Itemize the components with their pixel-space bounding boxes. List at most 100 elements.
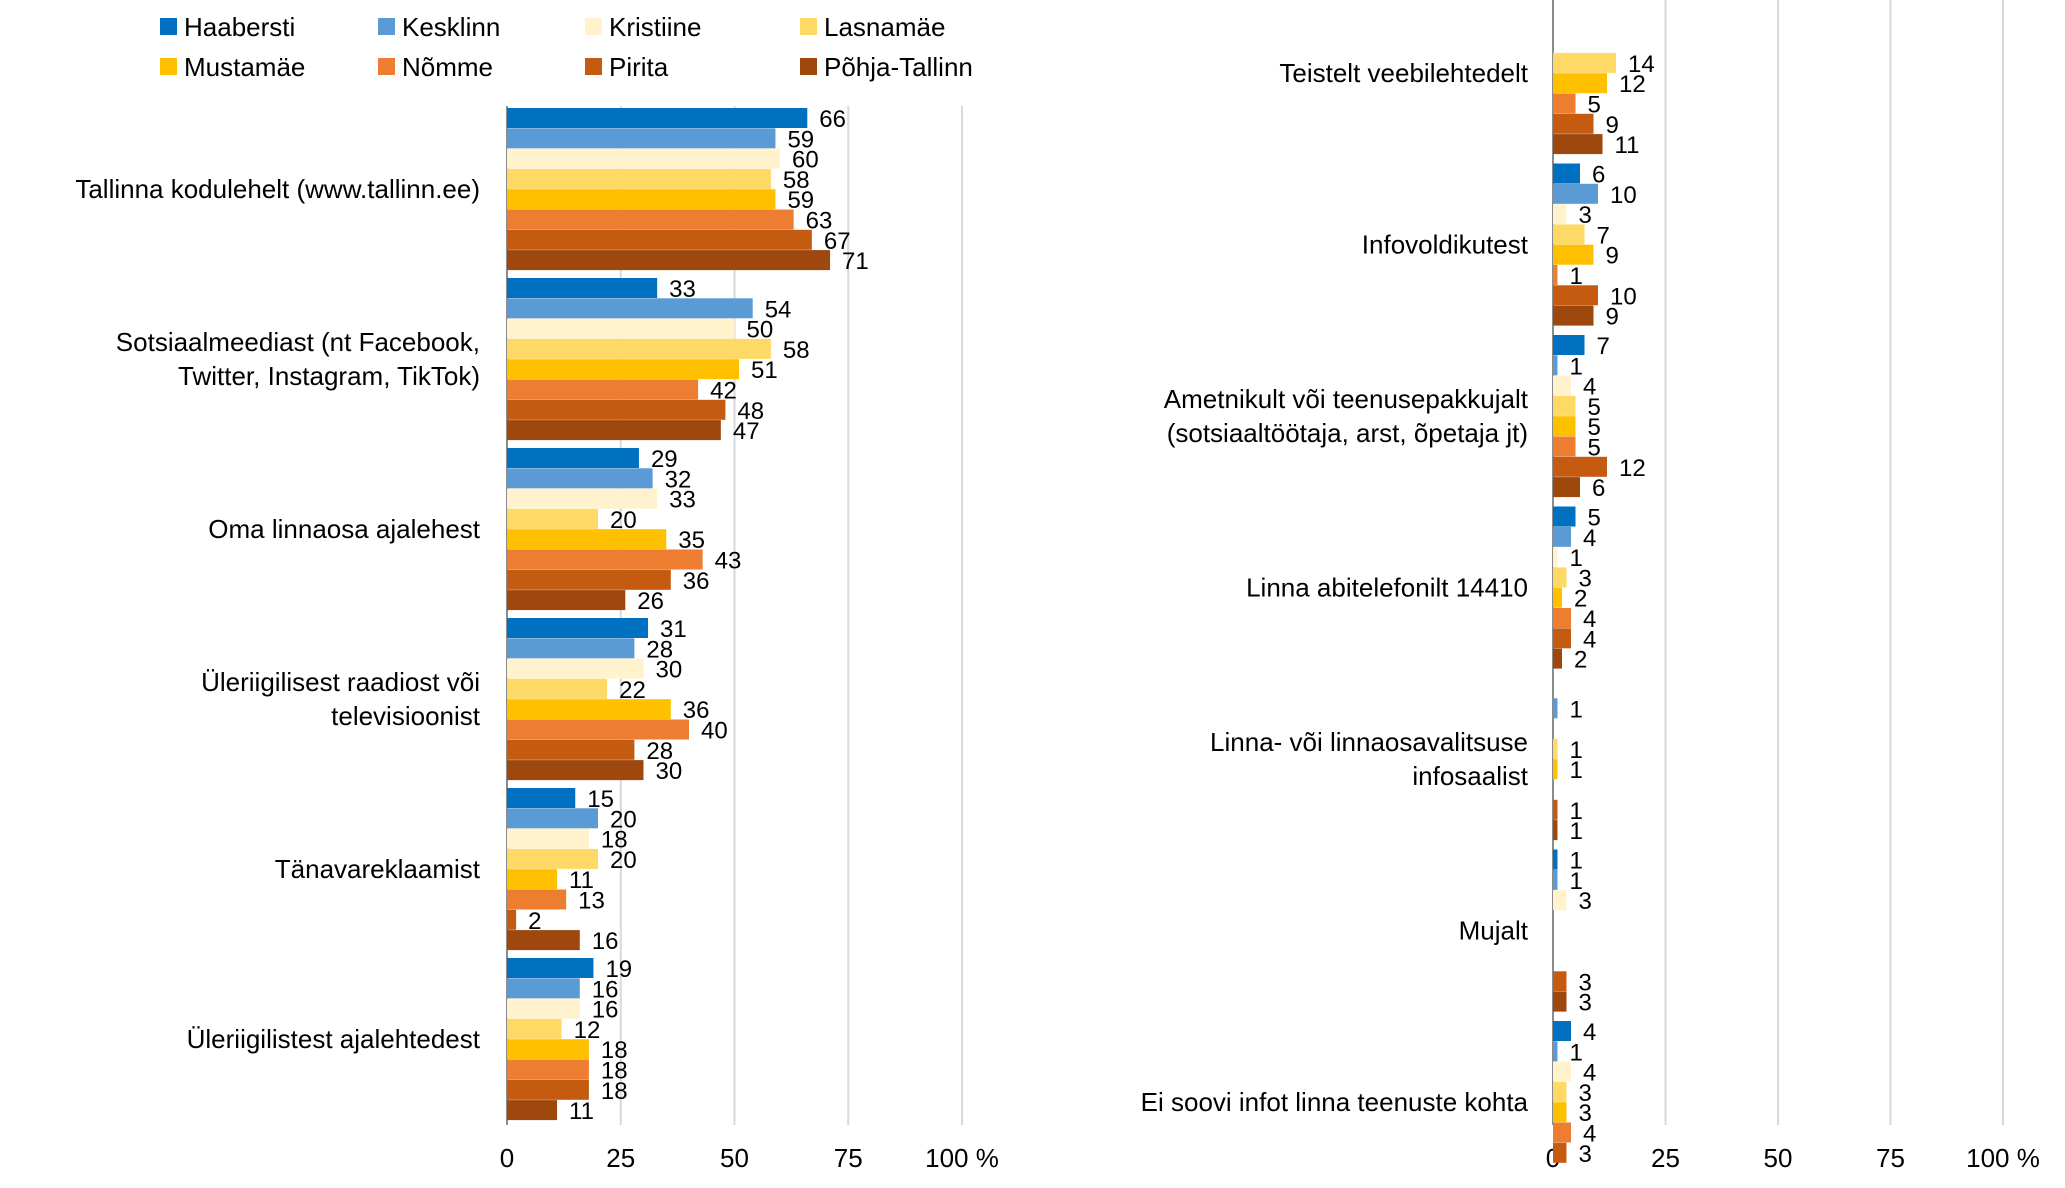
data-label-left-c1-s1: 66 xyxy=(819,106,846,133)
bar-right-c5-s8 xyxy=(1553,820,1558,841)
legend-label-2: Kesklinn xyxy=(402,12,500,42)
bar-right-c3-s8 xyxy=(1553,477,1580,498)
bar-right-c2-s2 xyxy=(1553,183,1598,204)
data-label-right-c2-s8: 9 xyxy=(1606,304,1619,331)
bar-left-c6-s5 xyxy=(507,1039,589,1060)
data-label-left-c6-s8: 11 xyxy=(569,1098,594,1125)
legend-label-8: Põhja-Tallinn xyxy=(824,52,973,82)
data-label-right-c6-s1: 1 xyxy=(1570,848,1583,875)
category-label-left-2-line1: Sotsiaalmeediast (nt Facebook, xyxy=(116,327,480,357)
data-label-right-c3-s5: 5 xyxy=(1588,414,1601,441)
axis-tick-right-1: 25 xyxy=(1651,1143,1680,1173)
data-label-left-c1-s2: 59 xyxy=(787,126,814,153)
data-label-left-c6-s1: 19 xyxy=(605,956,632,983)
legend-label-7: Pirita xyxy=(609,52,669,82)
data-label-right-c3-s2: 1 xyxy=(1570,353,1583,380)
data-label-left-c3-s3: 33 xyxy=(669,487,696,514)
data-label-left-c4-s6: 40 xyxy=(701,718,728,745)
data-label-left-c5-s8: 16 xyxy=(592,928,619,955)
bar-left-c4-s5 xyxy=(507,699,671,720)
category-label-right-2: Infovoldikutest xyxy=(1362,230,1529,260)
data-label-right-c2-s1: 6 xyxy=(1592,162,1605,189)
data-label-right-c6-s2: 1 xyxy=(1570,868,1583,895)
data-label-right-c4-s8: 2 xyxy=(1574,647,1587,674)
bar-left-c4-s4 xyxy=(507,678,608,699)
category-label-right-5-line1: Linna- või linnaosavalitsuse xyxy=(1210,727,1528,757)
bar-right-c4-s6 xyxy=(1553,608,1571,628)
bar-left-c6-s6 xyxy=(507,1059,589,1080)
bar-right-c7-s3 xyxy=(1553,1061,1571,1082)
bar-left-c4-s1 xyxy=(507,618,649,638)
bar-left-c2-s1 xyxy=(507,278,658,298)
bar-left-c4-s6 xyxy=(507,719,689,740)
axis-tick-left-4: 100 % xyxy=(925,1143,999,1173)
bar-left-c1-s8 xyxy=(507,250,831,271)
data-label-right-c7-s6: 4 xyxy=(1583,1121,1596,1148)
legend-label-6: Nõmme xyxy=(402,52,493,82)
data-label-right-c2-s7: 10 xyxy=(1610,283,1637,310)
bar-right-c2-s3 xyxy=(1553,204,1567,225)
bar-right-c6-s7 xyxy=(1553,971,1567,992)
data-label-left-c2-s7: 48 xyxy=(737,398,764,425)
data-label-right-c2-s2: 10 xyxy=(1610,182,1637,209)
data-label-left-c5-s6: 13 xyxy=(578,888,605,915)
bar-right-c6-s2 xyxy=(1553,869,1558,890)
data-label-right-c6-s3: 3 xyxy=(1579,888,1592,915)
data-label-left-c2-s4: 58 xyxy=(783,337,810,364)
bar-right-c5-s5 xyxy=(1553,759,1558,780)
bar-right-c2-s1 xyxy=(1553,163,1580,184)
category-label-left-5: Tänavareklaamist xyxy=(275,854,481,884)
bar-right-c7-s1 xyxy=(1553,1021,1571,1041)
axis-tick-right-2: 50 xyxy=(1764,1143,1793,1173)
bar-left-c4-s8 xyxy=(507,760,644,781)
data-label-right-c2-s4: 7 xyxy=(1597,222,1610,249)
data-label-right-c7-s7: 3 xyxy=(1579,1141,1592,1168)
bar-left-c5-s8 xyxy=(507,930,580,951)
data-label-left-c6-s2: 16 xyxy=(592,976,619,1003)
bar-right-c2-s7 xyxy=(1553,285,1598,306)
bar-right-c3-s5 xyxy=(1553,416,1576,437)
data-label-right-c2-s3: 3 xyxy=(1579,202,1592,229)
bar-right-c4-s5 xyxy=(1553,587,1562,608)
data-label-left-c1-s8: 71 xyxy=(842,248,869,275)
data-label-left-c2-s8: 47 xyxy=(733,418,760,445)
data-label-left-c5-s2: 20 xyxy=(610,806,637,833)
bar-left-c5-s7 xyxy=(507,909,517,930)
bar-right-c1-s6 xyxy=(1553,93,1576,114)
data-label-left-c1-s3: 60 xyxy=(792,147,819,174)
data-label-left-c5-s7: 2 xyxy=(528,908,541,935)
data-label-right-c7-s3: 4 xyxy=(1583,1060,1596,1087)
bar-right-c7-s4 xyxy=(1553,1081,1567,1102)
data-label-right-c3-s8: 6 xyxy=(1592,475,1605,502)
legend-swatch-5 xyxy=(160,58,177,75)
axis-tick-left-3: 75 xyxy=(834,1143,863,1173)
bar-left-c3-s2 xyxy=(507,468,653,489)
bar-right-c4-s4 xyxy=(1553,567,1567,588)
bar-left-c1-s6 xyxy=(507,209,794,230)
bar-left-c1-s7 xyxy=(507,229,812,250)
category-label-right-3-line2: (sotsiaaltöötaja, arst, õpetaja jt) xyxy=(1167,418,1528,448)
data-label-right-c1-s6: 5 xyxy=(1588,92,1601,119)
legend-swatch-1 xyxy=(160,18,177,35)
data-label-right-c5-s7: 1 xyxy=(1570,798,1583,825)
bar-right-c6-s8 xyxy=(1553,991,1567,1012)
data-label-right-c1-s4: 14 xyxy=(1628,51,1655,78)
bar-left-c3-s8 xyxy=(507,590,626,611)
bar-right-c3-s1 xyxy=(1553,335,1585,355)
legend-label-3: Kristiine xyxy=(609,12,701,42)
bar-right-c4-s1 xyxy=(1553,506,1576,527)
bar-right-c3-s6 xyxy=(1553,436,1576,457)
bar-left-c3-s7 xyxy=(507,569,671,590)
bar-left-c3-s3 xyxy=(507,488,658,509)
data-label-left-c5-s4: 20 xyxy=(610,847,637,874)
bar-right-c5-s7 xyxy=(1553,799,1558,820)
data-label-left-c3-s6: 43 xyxy=(715,548,742,575)
bar-left-c6-s1 xyxy=(507,958,594,978)
bar-left-c5-s1 xyxy=(507,788,576,808)
data-label-left-c4-s1: 31 xyxy=(660,616,687,643)
bar-right-c4-s8 xyxy=(1553,648,1562,669)
bar-left-c3-s5 xyxy=(507,529,667,550)
axis-tick-left-1: 25 xyxy=(606,1143,635,1173)
bar-right-c7-s7 xyxy=(1553,1142,1567,1163)
